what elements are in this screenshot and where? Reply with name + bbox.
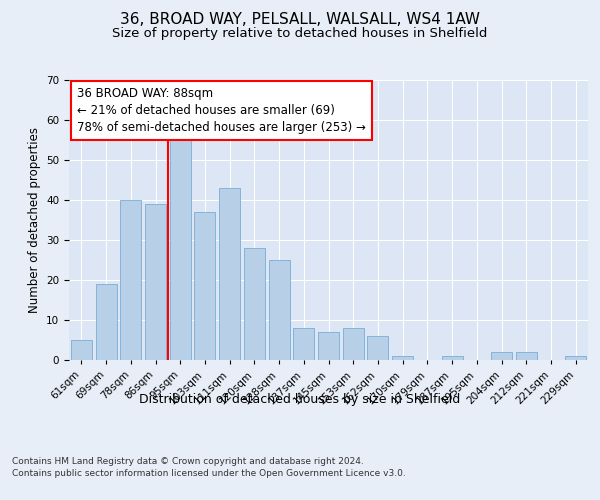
Bar xyxy=(219,188,240,360)
Bar xyxy=(565,356,586,360)
Text: Size of property relative to detached houses in Shelfield: Size of property relative to detached ho… xyxy=(112,28,488,40)
Bar xyxy=(120,200,141,360)
Text: 36 BROAD WAY: 88sqm
← 21% of detached houses are smaller (69)
78% of semi-detach: 36 BROAD WAY: 88sqm ← 21% of detached ho… xyxy=(77,87,365,134)
Bar xyxy=(71,340,92,360)
Bar xyxy=(95,284,116,360)
Bar xyxy=(516,352,537,360)
Text: Distribution of detached houses by size in Shelfield: Distribution of detached houses by size … xyxy=(139,392,461,406)
Bar xyxy=(318,332,339,360)
Bar xyxy=(491,352,512,360)
Bar xyxy=(269,260,290,360)
Bar xyxy=(392,356,413,360)
Text: 36, BROAD WAY, PELSALL, WALSALL, WS4 1AW: 36, BROAD WAY, PELSALL, WALSALL, WS4 1AW xyxy=(120,12,480,28)
Bar xyxy=(367,336,388,360)
Bar xyxy=(442,356,463,360)
Bar xyxy=(343,328,364,360)
Bar xyxy=(170,140,191,360)
Bar xyxy=(194,212,215,360)
Text: Contains HM Land Registry data © Crown copyright and database right 2024.
Contai: Contains HM Land Registry data © Crown c… xyxy=(12,458,406,478)
Bar xyxy=(145,204,166,360)
Bar xyxy=(244,248,265,360)
Bar xyxy=(293,328,314,360)
Y-axis label: Number of detached properties: Number of detached properties xyxy=(28,127,41,313)
